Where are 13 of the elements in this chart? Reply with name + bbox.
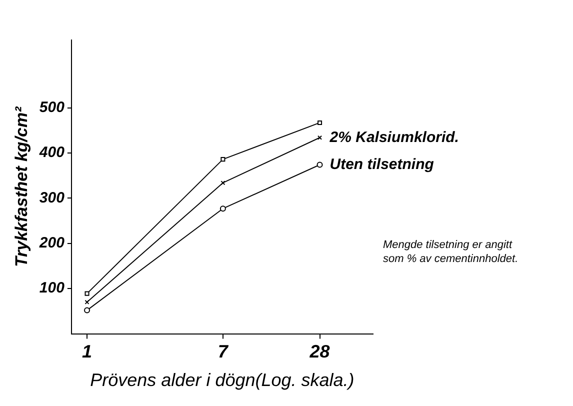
text: Mengde tilsetning er angitt som % av cementinnholdet.	[383, 239, 518, 266]
x-tick-label: 28	[308, 342, 330, 362]
y-tick-label: 200	[38, 234, 66, 252]
x-axis-title: Prövens alder i dögn(Log. skala.)	[90, 370, 354, 390]
series-label: Uten tilsetning	[330, 156, 434, 173]
x-tick-label: 7	[218, 342, 229, 362]
series-label: 2% Kalsiumklorid.	[328, 128, 459, 146]
y-axis-title: Trykkfasthet kg/cm²	[12, 105, 31, 268]
y-tick-label: 400	[38, 144, 66, 162]
y-tick-label: 500	[39, 98, 66, 116]
x-tick-label: 1	[82, 342, 92, 362]
y-tick-label: 300	[39, 189, 66, 206]
y-tick-label: 100	[39, 280, 66, 297]
